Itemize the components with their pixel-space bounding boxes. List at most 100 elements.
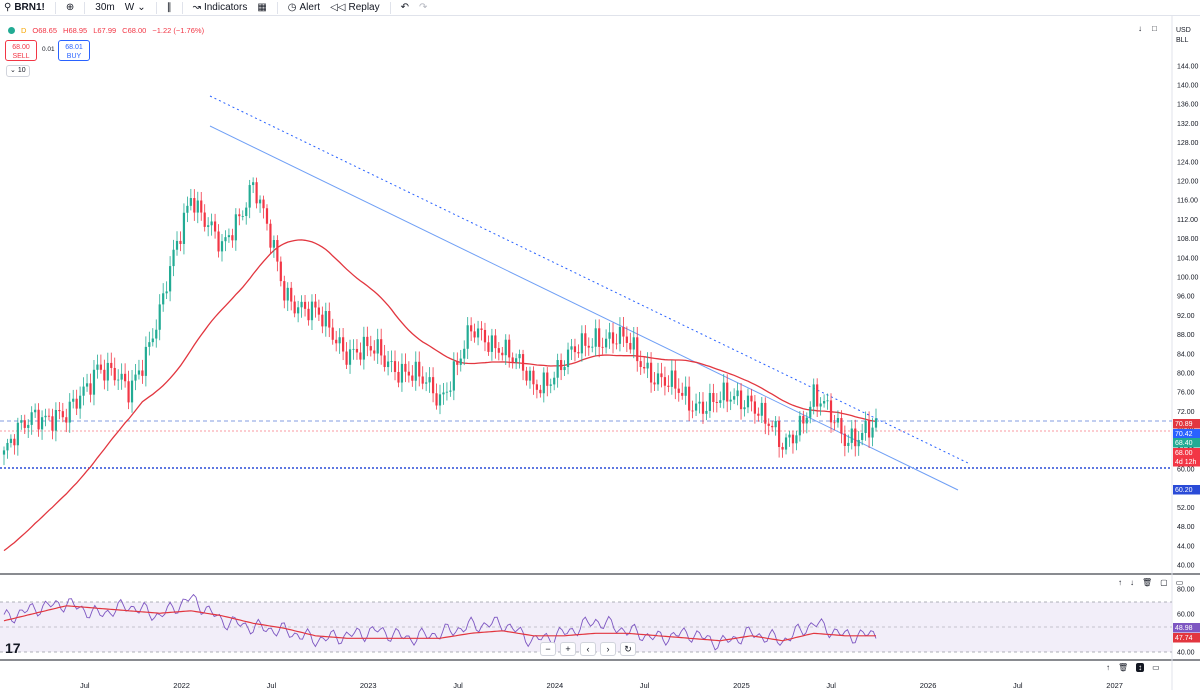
delete-icon[interactable]: 🗑: [1118, 663, 1129, 672]
candle-body: [411, 375, 414, 381]
candle-body: [37, 409, 40, 430]
candle-body: [625, 336, 628, 343]
candle-body: [158, 304, 161, 330]
candle-body: [234, 214, 237, 241]
candle-body: [684, 386, 687, 396]
candle-body: [65, 417, 68, 423]
candle-body: [40, 417, 44, 430]
candle-body: [736, 390, 739, 397]
candle-body: [618, 326, 622, 344]
alarm-icon: ◷: [287, 2, 297, 13]
candle-body: [96, 364, 99, 370]
chart-type-button[interactable]: ∥: [167, 2, 172, 13]
candle-body: [290, 287, 293, 302]
price-label-box: [1173, 429, 1200, 439]
candle-body: [861, 432, 864, 440]
collapse-icon[interactable]: ▭: [1175, 578, 1184, 587]
sell-button[interactable]: 68.00 SELL: [5, 40, 37, 61]
candle-body: [200, 200, 203, 213]
candle-body: [404, 363, 407, 372]
candle-body: [196, 200, 199, 213]
price-label-box: [1173, 448, 1200, 458]
time-axis[interactable]: Jul 2022 Jul 2023 Jul 2024 Jul 2025 Jul 2026 Jul 20…: [80, 681, 1123, 690]
candle-body: [224, 237, 227, 242]
candle-body: [698, 401, 701, 404]
search-icon: ⚲: [4, 2, 12, 13]
candle-body: [151, 338, 154, 343]
redo-button[interactable]: ↷: [419, 2, 427, 13]
indicators-button[interactable]: ↝ Indicators: [193, 2, 248, 13]
candle-body: [44, 415, 47, 418]
price-tick-label: 140.00: [1177, 83, 1199, 90]
fullscreen-icon[interactable]: ▢: [1160, 578, 1168, 587]
price-tick-label: 92.00: [1177, 313, 1195, 320]
candle-body: [719, 400, 722, 403]
candle-body: [231, 235, 234, 241]
symbol-search[interactable]: ⚲ BRN1!: [4, 2, 45, 13]
move-up-icon[interactable]: ↑: [1118, 578, 1122, 587]
buy-button[interactable]: 68.01 BUY: [58, 40, 90, 61]
rsi-label-box: [1173, 623, 1200, 633]
price-tick-label: 132.00: [1177, 121, 1199, 128]
candle-body: [75, 398, 78, 409]
candle-body: [608, 332, 611, 339]
quantity-value: 10: [17, 67, 26, 74]
candle-body: [265, 208, 269, 224]
unit-label: BLL: [1176, 37, 1189, 44]
candle-body: [418, 361, 421, 377]
candle-body: [739, 390, 743, 410]
moving-average-line: [3, 239, 877, 552]
candle-body: [51, 416, 54, 431]
candle-body: [27, 424, 30, 428]
candle-body: [428, 377, 431, 383]
templates-button[interactable]: ▦: [257, 2, 266, 13]
tradingview-logo: 17: [5, 640, 21, 656]
replay-button[interactable]: ◁◁ Replay: [330, 2, 380, 13]
expand-icon[interactable]: ↕: [1136, 663, 1145, 672]
price-tick-label: 100.00: [1177, 275, 1199, 282]
maximize-icon[interactable]: □: [1152, 24, 1157, 33]
buy-label: BUY: [66, 53, 82, 60]
candle-body: [203, 212, 206, 227]
candle-body: [805, 417, 808, 424]
candle-body: [207, 225, 210, 227]
currency-unit[interactable]: USD BLL: [1176, 26, 1191, 46]
candle-body: [155, 329, 158, 339]
alert-button[interactable]: ◷ Alert: [288, 2, 320, 13]
period-button[interactable]: W ⌄: [125, 2, 146, 13]
reset-icon[interactable]: ↻: [620, 642, 636, 656]
toolbar-divider: [84, 1, 86, 14]
candle-body: [566, 349, 570, 368]
candle-body: [483, 329, 487, 343]
zoom-out-icon[interactable]: −: [540, 642, 556, 656]
interval-button[interactable]: 30m: [95, 2, 114, 13]
candle-body: [314, 301, 317, 308]
toolbar-divider: [54, 1, 56, 14]
compare-button[interactable]: ⊕: [66, 2, 74, 13]
candle-body: [456, 361, 459, 365]
arrow-down-icon[interactable]: ↓: [1138, 24, 1142, 33]
trend-line-solid[interactable]: [209, 125, 959, 491]
candle-body: [106, 362, 109, 381]
candle-body: [82, 386, 85, 396]
candle-body: [791, 434, 795, 444]
candle-body: [227, 235, 231, 238]
candle-body: [85, 383, 89, 387]
quantity-field[interactable]: ⌄ 10: [6, 65, 30, 77]
interval-flag: D: [21, 26, 27, 35]
undo-button[interactable]: ↶: [401, 2, 409, 13]
scroll-right-icon[interactable]: ›: [600, 642, 616, 656]
zoom-in-icon[interactable]: +: [560, 642, 576, 656]
move-up-icon[interactable]: ↑: [1106, 663, 1110, 672]
collapse-icon[interactable]: ▭: [1152, 663, 1160, 672]
candle-body: [871, 427, 874, 438]
candle-body: [425, 382, 428, 384]
trend-line-dotted[interactable]: [209, 95, 969, 464]
scroll-left-icon[interactable]: ‹: [580, 642, 596, 656]
move-down-icon[interactable]: ↓: [1130, 578, 1134, 587]
candle-body: [622, 326, 625, 337]
price-label-box: [1173, 485, 1200, 495]
candle-body: [362, 336, 365, 360]
delete-icon[interactable]: 🗑: [1142, 578, 1153, 587]
